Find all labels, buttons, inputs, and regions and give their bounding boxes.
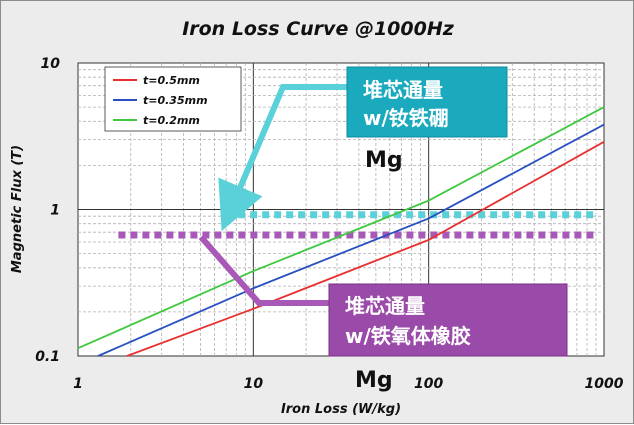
callout-ferrite-arrow <box>198 235 346 306</box>
callout-ndfeb-box <box>346 66 508 138</box>
x-tick-label: 1 <box>73 376 83 392</box>
callout-ndfeb-line1: 堆芯通量 <box>363 78 443 102</box>
callout-ferrite-line1: 堆芯通量 <box>345 294 425 318</box>
x-tick-label: 1000 <box>585 376 624 392</box>
series-line-0 <box>126 141 605 357</box>
callout-ndfeb-arrow <box>218 84 347 232</box>
series-lines <box>77 106 605 357</box>
series-line-1 <box>97 123 605 357</box>
y-tick-label: 0.1 <box>35 349 60 365</box>
legend-label-0: t=0.5mm <box>143 74 200 87</box>
y-tick-label: 1 <box>50 203 60 219</box>
callout-ferrite-line2: w/铁氧体橡胶 <box>345 324 471 348</box>
x-tick-label: 10 <box>244 376 264 392</box>
callout-ndfeb-unit: Mg <box>365 148 403 173</box>
legend-label-2: t=0.2mm <box>143 114 200 127</box>
chart-title: Iron Loss Curve @1000Hz <box>182 18 455 40</box>
x-axis-label: Iron Loss (W/kg) <box>281 402 401 417</box>
callout-ndfeb: 堆芯通量 w/钕铁硼 Mg <box>218 66 508 232</box>
callout-ndfeb-line2: w/钕铁硼 <box>363 106 449 130</box>
series-line-2 <box>77 106 605 350</box>
x-tick-label: 100 <box>414 376 443 392</box>
callout-ferrite-box <box>328 283 568 357</box>
legend: t=0.5mm t=0.35mm t=0.2mm <box>104 66 242 132</box>
y-axis-label: Magnetic Flux (T) <box>10 145 25 273</box>
callout-ferrite: 堆芯通量 w/铁氧体橡胶 Mg <box>198 235 568 393</box>
axes: 1 10 100 1000 0.1 1 10 <box>35 56 624 392</box>
legend-label-1: t=0.35mm <box>143 94 208 107</box>
callout-ferrite-unit: Mg <box>355 368 393 393</box>
reference-lines <box>118 211 595 239</box>
y-tick-label: 10 <box>41 56 61 72</box>
